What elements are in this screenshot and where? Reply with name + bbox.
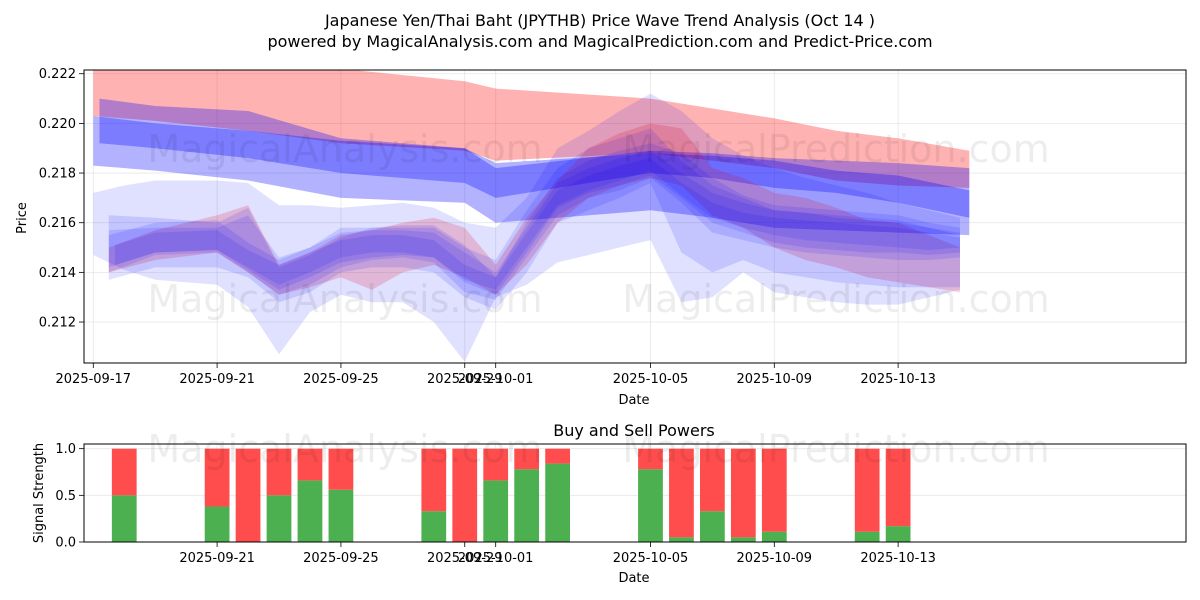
blue-price-band xyxy=(93,115,970,236)
buy-bar xyxy=(111,495,137,542)
buy-bar xyxy=(204,506,230,542)
price-y-axis: 0.212 0.214 0.216 0.218 0.220 0.222 xyxy=(39,67,84,331)
sell-bar xyxy=(638,448,663,470)
buy-bar xyxy=(328,489,354,542)
chart-title: Japanese Yen/Thai Baht (JPYTHB) Price Wa… xyxy=(324,11,875,30)
watermark: MagicalPrediction.com xyxy=(622,427,1050,471)
sell-bar xyxy=(700,448,725,512)
buy-bar xyxy=(854,531,880,542)
signal-x-axis-label: Date xyxy=(618,571,649,586)
price-x-tick-label: 2025-10-13 xyxy=(860,372,936,387)
buy-bar xyxy=(638,469,663,542)
buy-bar xyxy=(297,480,323,542)
sell-bar xyxy=(514,448,540,470)
sell-bar xyxy=(730,448,756,538)
price-y-tick-label: 0.216 xyxy=(39,216,76,231)
signal-x-tick-label: 2025-10-05 xyxy=(613,551,689,566)
sell-bar xyxy=(328,448,354,490)
sell-bar xyxy=(235,448,261,542)
price-x-tick-label: 2025-09-29 xyxy=(427,372,503,387)
blue-price-band xyxy=(108,128,961,310)
sell-bar xyxy=(297,448,323,481)
price-x-tick-label: 2025-09-25 xyxy=(303,372,379,387)
blue-price-band xyxy=(108,143,961,300)
sell-bar xyxy=(854,448,880,532)
signal-x-tick-label: 2025-10-01 xyxy=(458,551,534,566)
sell-bar xyxy=(111,448,137,496)
price-x-tick-label: 2025-10-01 xyxy=(458,372,534,387)
signal-y-tick-label: 1.0 xyxy=(55,442,76,457)
signal-x-tick-label: 2025-09-29 xyxy=(427,551,503,566)
price-x-axis: 2025-09-17 2025-09-21 2025-09-25 2025-09-29… xyxy=(56,363,936,387)
price-x-tick-label: 2025-10-09 xyxy=(737,372,813,387)
blue-price-band xyxy=(108,150,961,295)
buy-bar xyxy=(885,526,911,542)
price-panel: MagicalAnalysis.com MagicalPrediction.co… xyxy=(15,67,1187,408)
signal-y-tick-label: 0.5 xyxy=(55,489,76,504)
signal-plot-frame xyxy=(83,443,1187,543)
buy-bar xyxy=(545,463,570,542)
price-y-tick-label: 0.222 xyxy=(39,67,76,82)
buy-bar xyxy=(266,495,292,542)
sell-bar xyxy=(885,448,911,527)
chart-subtitle: powered by MagicalAnalysis.com and Magic… xyxy=(267,32,932,51)
red-price-band xyxy=(93,70,970,188)
signal-y-axis-label: Signal Strength xyxy=(32,443,47,543)
price-bands xyxy=(93,70,970,362)
signal-bars xyxy=(111,448,911,542)
price-y-axis-label: Price xyxy=(15,202,30,234)
price-plot-frame xyxy=(83,69,1187,364)
signal-x-tick-label: 2025-10-09 xyxy=(737,551,813,566)
red-price-band xyxy=(108,123,961,295)
sell-bar xyxy=(545,448,570,464)
buy-bar xyxy=(514,469,540,542)
sell-bar xyxy=(669,448,694,538)
buy-bar xyxy=(730,537,756,542)
sell-bar xyxy=(421,448,447,512)
price-y-tick-label: 0.218 xyxy=(39,167,76,182)
buy-bar xyxy=(700,511,725,542)
sell-bar xyxy=(483,448,509,481)
sell-bar xyxy=(761,448,787,532)
watermark: MagicalPrediction.com xyxy=(622,277,1050,321)
price-x-tick-label: 2025-10-05 xyxy=(613,372,689,387)
blue-price-band xyxy=(99,98,970,218)
sell-bar xyxy=(266,448,292,496)
price-x-tick-label: 2025-09-17 xyxy=(56,372,132,387)
price-x-axis-label: Date xyxy=(618,393,649,408)
signal-panel: Buy and Sell Powers MagicalAnalysis.com … xyxy=(32,421,1187,586)
buy-bar xyxy=(761,531,787,542)
watermark: MagicalAnalysis.com xyxy=(147,277,542,321)
signal-y-tick-label: 0.0 xyxy=(55,536,76,551)
price-grid xyxy=(84,70,1186,363)
sell-bar xyxy=(452,448,478,542)
price-y-tick-label: 0.220 xyxy=(39,117,76,132)
signal-x-tick-label: 2025-09-25 xyxy=(303,551,379,566)
signal-x-tick-label: 2025-10-13 xyxy=(860,551,936,566)
price-y-tick-label: 0.214 xyxy=(39,266,76,281)
sell-bar xyxy=(204,448,230,507)
watermark: MagicalPrediction.com xyxy=(622,127,1050,171)
signal-title: Buy and Sell Powers xyxy=(553,421,715,440)
buy-bar xyxy=(421,511,447,542)
blue-price-band xyxy=(115,158,960,290)
signal-y-axis: 0.0 0.5 1.0 xyxy=(55,442,84,551)
watermark: MagicalAnalysis.com xyxy=(147,427,542,471)
buy-bar xyxy=(483,480,509,542)
blue-price-band xyxy=(93,93,961,362)
price-y-tick-label: 0.212 xyxy=(39,316,76,331)
buy-bar xyxy=(669,537,694,542)
watermark: MagicalAnalysis.com xyxy=(147,127,542,171)
signal-x-axis: 2025-09-21 2025-09-25 2025-09-292025-10-01… xyxy=(179,542,936,566)
price-x-tick-label: 2025-09-21 xyxy=(179,372,255,387)
signal-x-tick-label: 2025-09-21 xyxy=(179,551,255,566)
